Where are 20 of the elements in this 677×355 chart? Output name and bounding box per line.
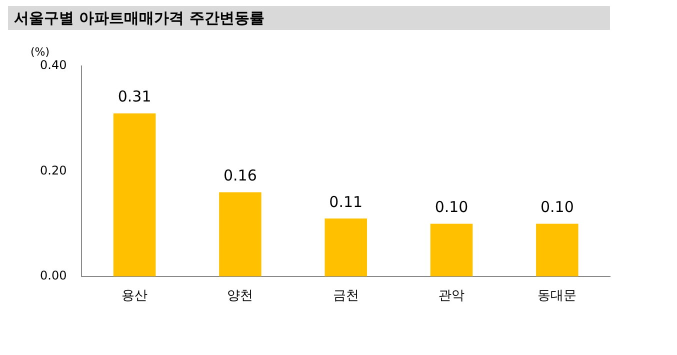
data-label: 0.10 bbox=[540, 198, 574, 216]
x-tick-label: 관악 bbox=[438, 288, 465, 304]
data-label: 0.31 bbox=[118, 88, 152, 106]
x-tick-label: 용산 bbox=[122, 288, 148, 304]
x-tick-label: 금천 bbox=[332, 288, 359, 304]
bar bbox=[113, 113, 156, 276]
y-axis-title: (%) bbox=[30, 45, 50, 58]
x-tick-label: 양천 bbox=[227, 288, 254, 304]
y-tick-label: 0.00 bbox=[40, 268, 67, 283]
y-tick-label: 0.40 bbox=[40, 58, 67, 72]
chart-title: 서울구별 아파트매매가격 주간변동률 bbox=[8, 6, 610, 30]
y-tick-label: 0.20 bbox=[40, 163, 67, 178]
x-tick-label: 동대문 bbox=[538, 288, 577, 304]
bar bbox=[324, 218, 367, 276]
bar bbox=[536, 224, 578, 276]
bar bbox=[430, 224, 473, 276]
data-label: 0.10 bbox=[434, 198, 468, 216]
data-label: 0.16 bbox=[224, 166, 257, 185]
data-label: 0.11 bbox=[329, 192, 363, 211]
bar bbox=[219, 192, 262, 276]
